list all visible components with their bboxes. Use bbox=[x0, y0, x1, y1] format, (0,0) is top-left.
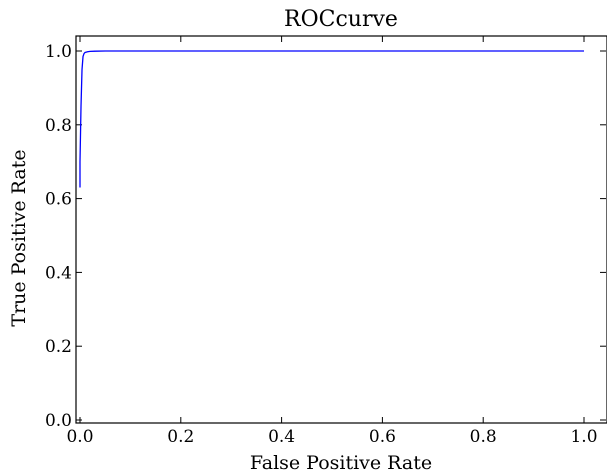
y-tick-label: 0.2 bbox=[45, 337, 72, 357]
x-tick-label: 0.6 bbox=[369, 427, 396, 447]
y-tick-label: 0.6 bbox=[45, 190, 72, 210]
y-tick-label: 0.8 bbox=[45, 116, 72, 136]
x-axis-label: False Positive Rate bbox=[250, 452, 432, 474]
y-tick-label: 0.0 bbox=[45, 411, 72, 431]
plot-frame bbox=[75, 35, 607, 424]
y-tick-label: 0.4 bbox=[45, 263, 72, 283]
y-tick-label: 1.0 bbox=[45, 42, 72, 62]
y-axis-label: True Positive Rate bbox=[8, 149, 30, 326]
chart-title: ROCcurve bbox=[284, 7, 398, 32]
x-tick-label: 0.4 bbox=[268, 427, 295, 447]
roc-curve-line bbox=[79, 50, 584, 188]
x-tick-label: 1.0 bbox=[570, 427, 597, 447]
axis-ticks bbox=[76, 36, 606, 423]
x-tick-label: 0.2 bbox=[167, 427, 194, 447]
series-layer bbox=[79, 50, 584, 188]
x-tick-label: 0.8 bbox=[470, 427, 497, 447]
axis-tick-labels: 0.0 0.2 0.4 0.6 0.8 1.0 0.0 0.2 0.4 0.6 0.8 1.0 bbox=[45, 42, 598, 447]
x-tick-label: 0.0 bbox=[66, 427, 93, 447]
